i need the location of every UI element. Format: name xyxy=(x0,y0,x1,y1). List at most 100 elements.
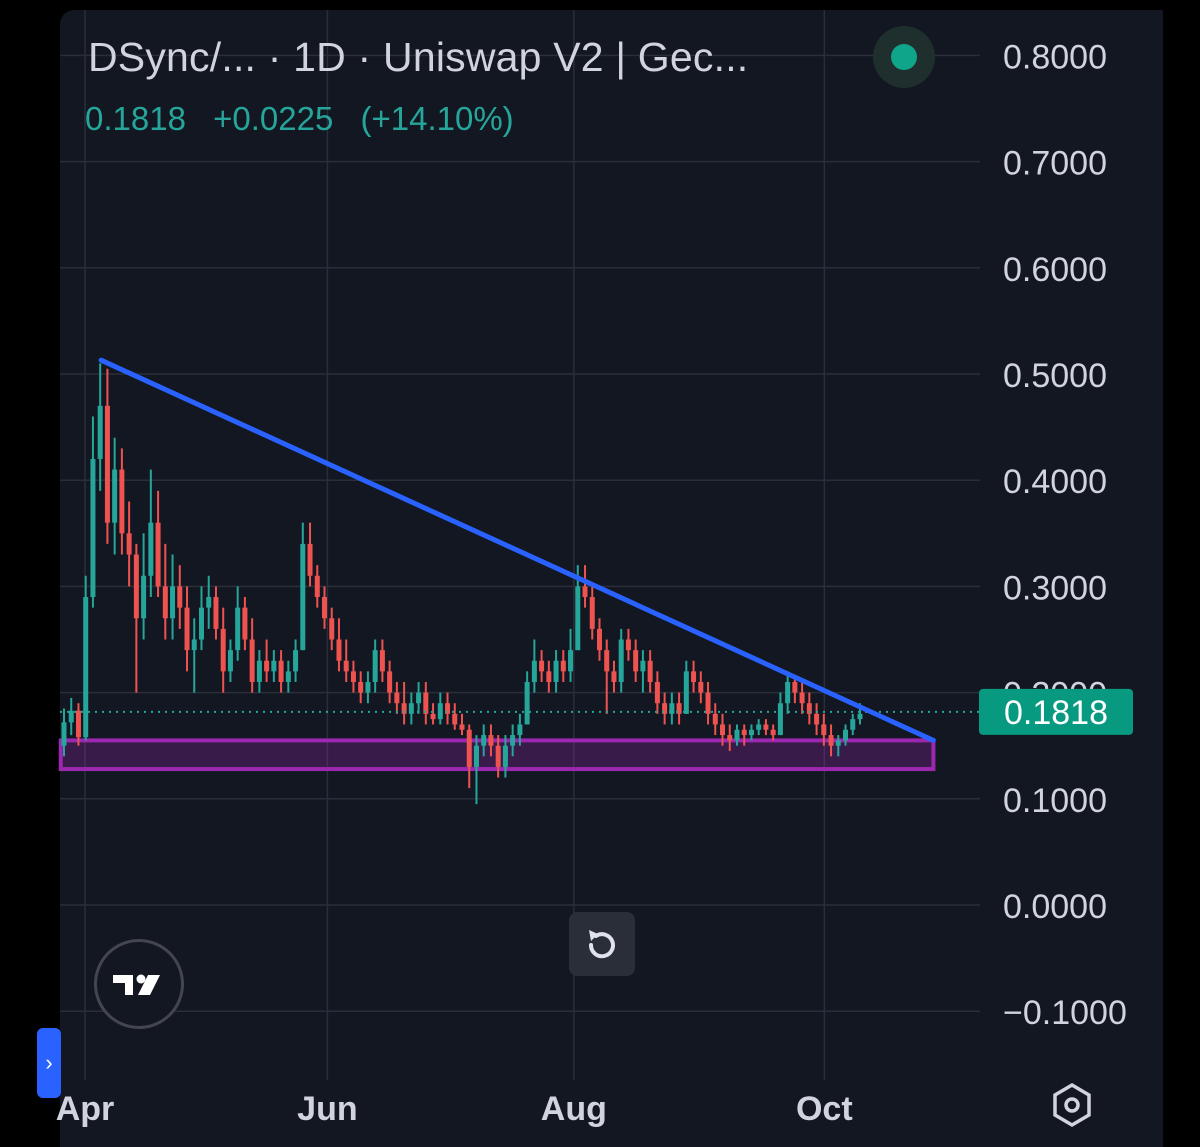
tradingview-logo[interactable] xyxy=(94,939,184,1029)
candle-body xyxy=(387,671,393,693)
candle-body xyxy=(133,554,139,619)
candle-body xyxy=(539,660,545,672)
x-tick-label: Aug xyxy=(541,1090,607,1128)
candle-body xyxy=(307,543,313,576)
candle-body xyxy=(104,405,110,523)
candle-body xyxy=(618,639,624,682)
candle-body xyxy=(828,735,834,746)
candle-body xyxy=(756,724,762,730)
candle-body xyxy=(495,745,501,767)
candle-body xyxy=(350,671,356,682)
candle-body xyxy=(75,710,81,738)
candle-body xyxy=(712,713,718,725)
status-dot-icon xyxy=(891,44,917,70)
candle-body xyxy=(256,660,262,682)
y-tick-label: 0.5000 xyxy=(1003,357,1107,395)
candle-body xyxy=(640,660,646,672)
candle-body xyxy=(748,729,754,736)
reset-chart-button[interactable] xyxy=(569,912,635,976)
candle-body xyxy=(582,586,588,598)
y-tick-label: 0.7000 xyxy=(1003,145,1107,183)
candle-body xyxy=(459,724,465,730)
candles xyxy=(61,363,863,805)
candle-body xyxy=(647,660,653,682)
candle-body xyxy=(394,692,400,704)
candle-body xyxy=(191,639,197,651)
y-tick-label: 0.0000 xyxy=(1003,888,1107,926)
candle-body xyxy=(843,729,849,741)
candle-body xyxy=(835,740,841,746)
candle-body xyxy=(90,458,96,598)
trendline[interactable] xyxy=(98,357,936,743)
candle-body xyxy=(177,586,183,608)
y-tick-label: −0.1000 xyxy=(1003,994,1127,1032)
candle-body xyxy=(322,597,328,619)
candle-body xyxy=(814,713,820,725)
candle-body xyxy=(206,597,212,608)
candle-body xyxy=(770,729,776,736)
candle-body xyxy=(343,660,349,672)
candle-body xyxy=(763,724,769,730)
candle-body xyxy=(285,671,291,682)
candle-body xyxy=(314,575,320,598)
candle-body xyxy=(473,745,479,767)
candle-body xyxy=(112,469,118,523)
candle-body xyxy=(336,639,342,661)
candle-body xyxy=(148,522,154,576)
candle-body xyxy=(198,607,204,640)
candle-body xyxy=(560,660,566,672)
settings-button[interactable] xyxy=(1049,1082,1095,1128)
candle-body xyxy=(119,469,125,534)
price-change-value: +0.0225 xyxy=(213,100,334,137)
price-tag-label: 0.1818 xyxy=(1004,694,1108,732)
candle-body xyxy=(184,607,190,651)
candle-body xyxy=(452,713,458,725)
candle-body xyxy=(213,597,219,629)
candle-body xyxy=(676,703,682,714)
candle-body xyxy=(416,692,422,704)
candle-body xyxy=(611,671,617,682)
x-tick-label: Jun xyxy=(297,1090,357,1128)
candle-body xyxy=(705,692,711,714)
y-tick-label: 0.3000 xyxy=(1003,569,1107,607)
candle-body xyxy=(329,618,335,640)
sidebar-toggle-button[interactable]: › xyxy=(37,1028,61,1098)
symbol-title[interactable]: DSync/... · 1D · Uniswap V2 | Gec... xyxy=(88,34,749,80)
candle-body xyxy=(264,660,270,672)
candle-body xyxy=(162,586,168,619)
candle-body xyxy=(589,597,595,629)
candle-body xyxy=(741,729,747,736)
candle-body xyxy=(799,692,805,704)
candle-body xyxy=(249,639,255,682)
candle-body xyxy=(293,650,299,672)
y-tick-label: 0.6000 xyxy=(1003,251,1107,289)
x-tick-label: Apr xyxy=(56,1090,115,1128)
candle-body xyxy=(662,703,668,714)
candle-body xyxy=(720,724,726,736)
candle-body xyxy=(408,703,414,714)
candle-body xyxy=(857,713,863,720)
candle-body xyxy=(220,628,226,672)
candle-body xyxy=(466,729,472,767)
candle-body xyxy=(155,522,161,587)
grid xyxy=(60,10,980,1080)
candle-body xyxy=(235,607,241,651)
candle-body xyxy=(227,650,233,672)
candle-body xyxy=(553,660,559,682)
candle-body xyxy=(821,724,827,736)
candle-body xyxy=(568,650,574,672)
candle-body xyxy=(430,713,436,720)
y-tick-label: 0.8000 xyxy=(1003,38,1107,76)
axes: 0.80000.70000.60000.50000.40000.30000.20… xyxy=(56,38,1133,1128)
candle-body xyxy=(777,703,783,736)
candle-body xyxy=(683,671,689,714)
x-tick-label: Oct xyxy=(796,1090,853,1128)
market-status-indicator[interactable] xyxy=(873,26,935,88)
candle-body xyxy=(271,660,277,672)
candle-body xyxy=(61,722,67,746)
price-summary: 0.1818 +0.0225 (+14.10%) xyxy=(85,100,532,138)
candle-body xyxy=(401,703,407,714)
candle-body xyxy=(481,735,487,746)
candle-body xyxy=(698,681,704,693)
